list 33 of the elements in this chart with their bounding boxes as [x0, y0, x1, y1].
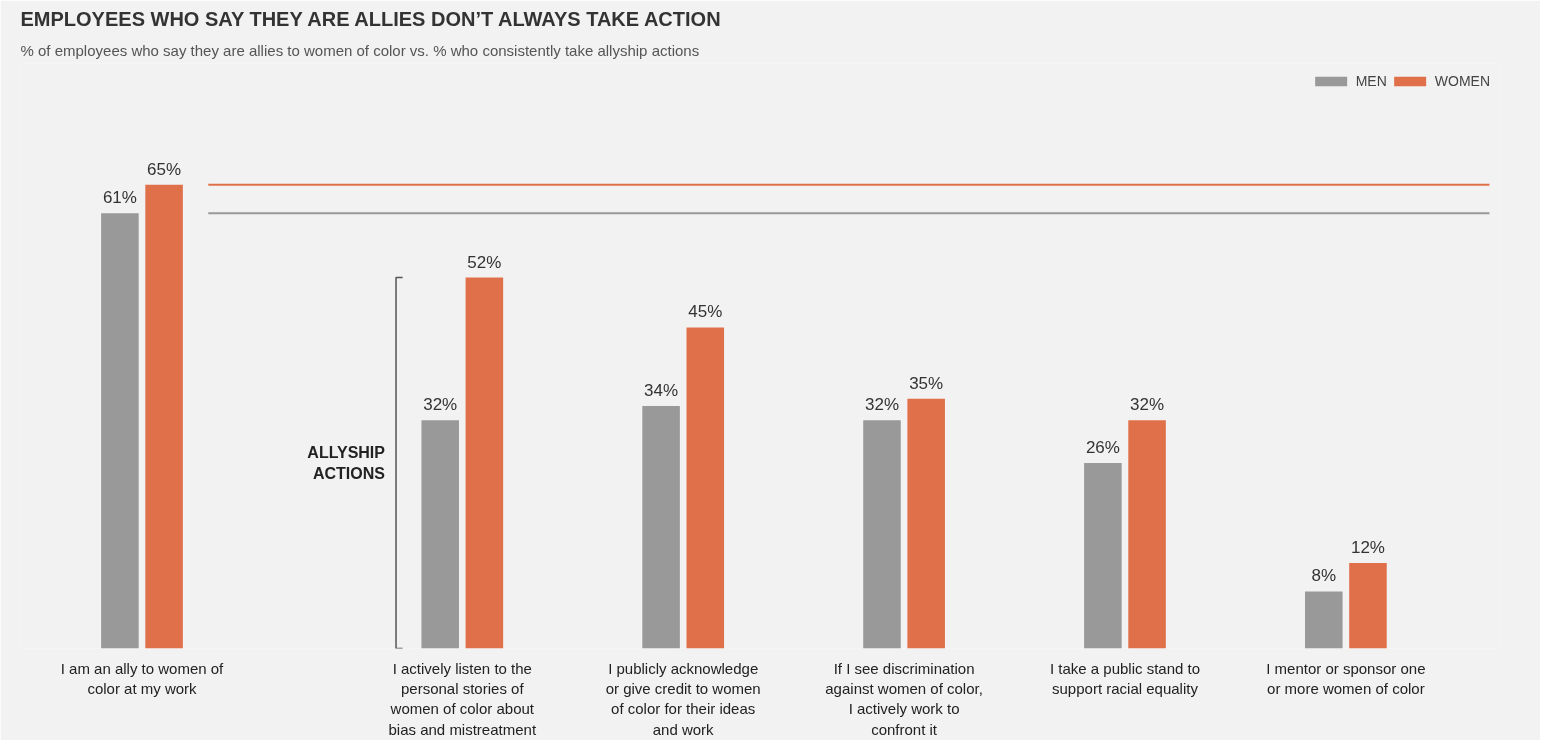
bar [642, 405, 680, 649]
x-tick-label: I mentor or sponsor one or more women of color [1266, 659, 1426, 697]
data-label: 8% [1311, 566, 1337, 586]
x-tick-label: I publicly acknowledge or give credit to women of color for their ideas and work [605, 659, 761, 738]
x-tick-label: I am an ally to women of color at my work [60, 659, 225, 697]
data-label: 32% [1130, 395, 1165, 415]
x-tick-label: If I see discrimination against women of color, I actively work to confront it [825, 659, 983, 738]
bar [465, 277, 504, 649]
legend-label: WOMEN [1434, 73, 1490, 89]
data-label: 32% [423, 395, 458, 415]
annotation: ALLYSHIP ACTIONS [307, 444, 386, 482]
bar [686, 327, 725, 649]
bar [1305, 591, 1343, 649]
x-tick-label: I actively listen to the personal stories of women of color about bias and mistreatment [388, 659, 537, 738]
chart-title: EMPLOYEES WHO SAY THEY ARE ALLIES DON’T ALWAYS TAKE ACTION [20, 7, 721, 30]
data-label: 65% [147, 159, 182, 179]
x-tick-label: I take a public stand to support racial equality [1049, 659, 1201, 697]
bar [421, 420, 459, 649]
data-label: 45% [688, 302, 723, 322]
bar [1349, 562, 1387, 649]
bar [907, 398, 945, 649]
data-label: 26% [1085, 438, 1120, 458]
data-label: 52% [467, 252, 502, 272]
data-label: 12% [1350, 537, 1385, 557]
data-label: 32% [864, 395, 900, 415]
chart-subtitle: % of employees who say they are allies to women of color vs. % who consistently take allyship actions [20, 41, 700, 59]
data-label: 35% [909, 373, 944, 393]
data-label: 34% [644, 380, 679, 400]
data-label: 61% [102, 188, 137, 208]
legend-label: MEN [1355, 73, 1387, 89]
bar [1128, 420, 1166, 649]
bar [863, 420, 901, 649]
bar [1084, 463, 1122, 649]
